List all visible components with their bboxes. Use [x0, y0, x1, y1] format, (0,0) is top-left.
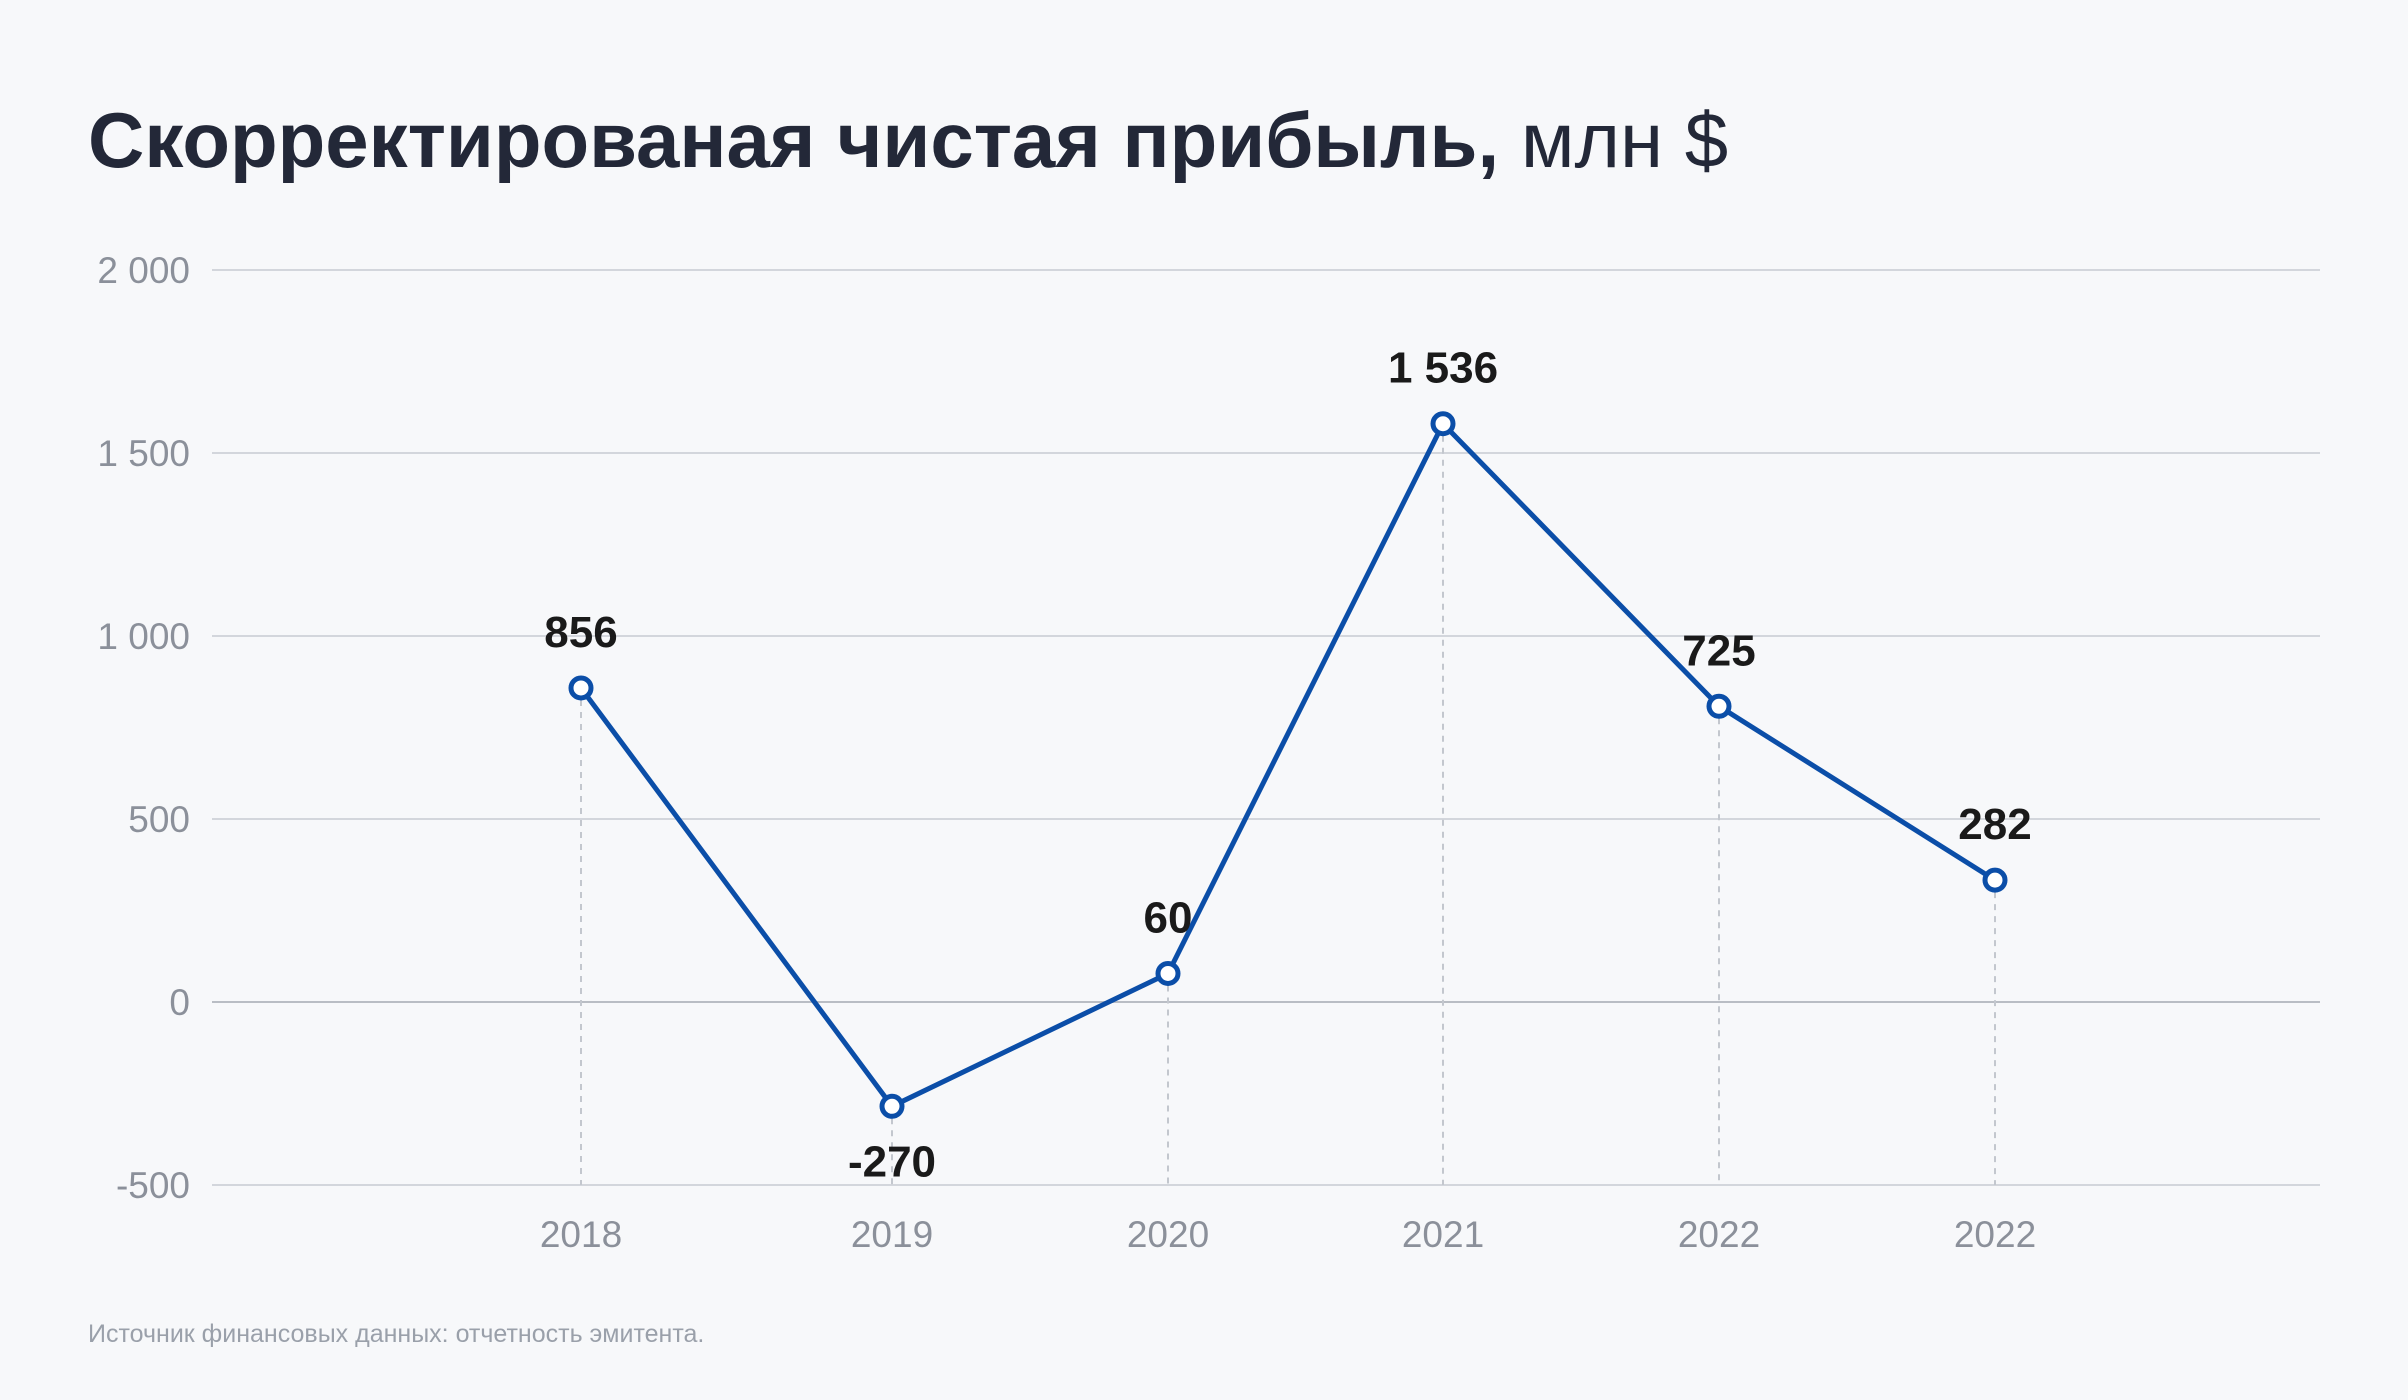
x-tick-label: 2019 [851, 1214, 933, 1255]
data-label: 856 [544, 608, 617, 657]
series-line [578, 421, 1998, 1109]
data-point-marker [879, 1093, 905, 1119]
data-label: -270 [848, 1137, 936, 1186]
x-tick-label: 2018 [540, 1214, 622, 1255]
data-label: 282 [1958, 800, 2031, 849]
series-markers [568, 411, 2008, 1119]
y-tick-label: 0 [169, 982, 190, 1023]
data-label: 725 [1682, 626, 1755, 675]
x-tick-label: 2022 [1954, 1214, 2036, 1255]
grid-lines [212, 269, 2320, 1186]
y-axis-tick-labels: 2 000 1 500 1 000 500 0 -500 [97, 250, 190, 1206]
data-point-marker [568, 675, 594, 701]
chart-title-units: млн $ [1520, 96, 1729, 184]
point-guide-lines [580, 423, 1996, 1185]
chart-title-main: Скорректированая чистая прибыль, [88, 96, 1500, 184]
y-tick-label: 1 500 [97, 433, 190, 474]
x-tick-label: 2021 [1402, 1214, 1484, 1255]
y-tick-label: -500 [116, 1165, 190, 1206]
x-tick-label: 2020 [1127, 1214, 1209, 1255]
y-tick-label: 500 [128, 799, 190, 840]
chart-title: Скорректированая чистая прибыль, млн $ [88, 88, 1728, 192]
y-tick-label: 1 000 [97, 616, 190, 657]
series-line-path [578, 421, 1998, 1109]
data-point-marker [1430, 411, 1456, 437]
source-note: Источник финансовых данных: отчетность э… [88, 1320, 705, 1348]
y-tick-label: 2 000 [97, 250, 190, 291]
data-label: 1 536 [1388, 344, 1498, 393]
x-tick-label: 2022 [1678, 1214, 1760, 1255]
data-labels: 856 -270 60 1 536 725 282 [544, 344, 2031, 1187]
data-point-marker [1706, 693, 1732, 719]
data-point-marker [1155, 960, 1181, 986]
x-axis-tick-labels: 2018 2019 2020 2021 2022 2022 [540, 1214, 2036, 1255]
data-label: 60 [1144, 893, 1193, 942]
data-point-marker [1982, 867, 2008, 893]
